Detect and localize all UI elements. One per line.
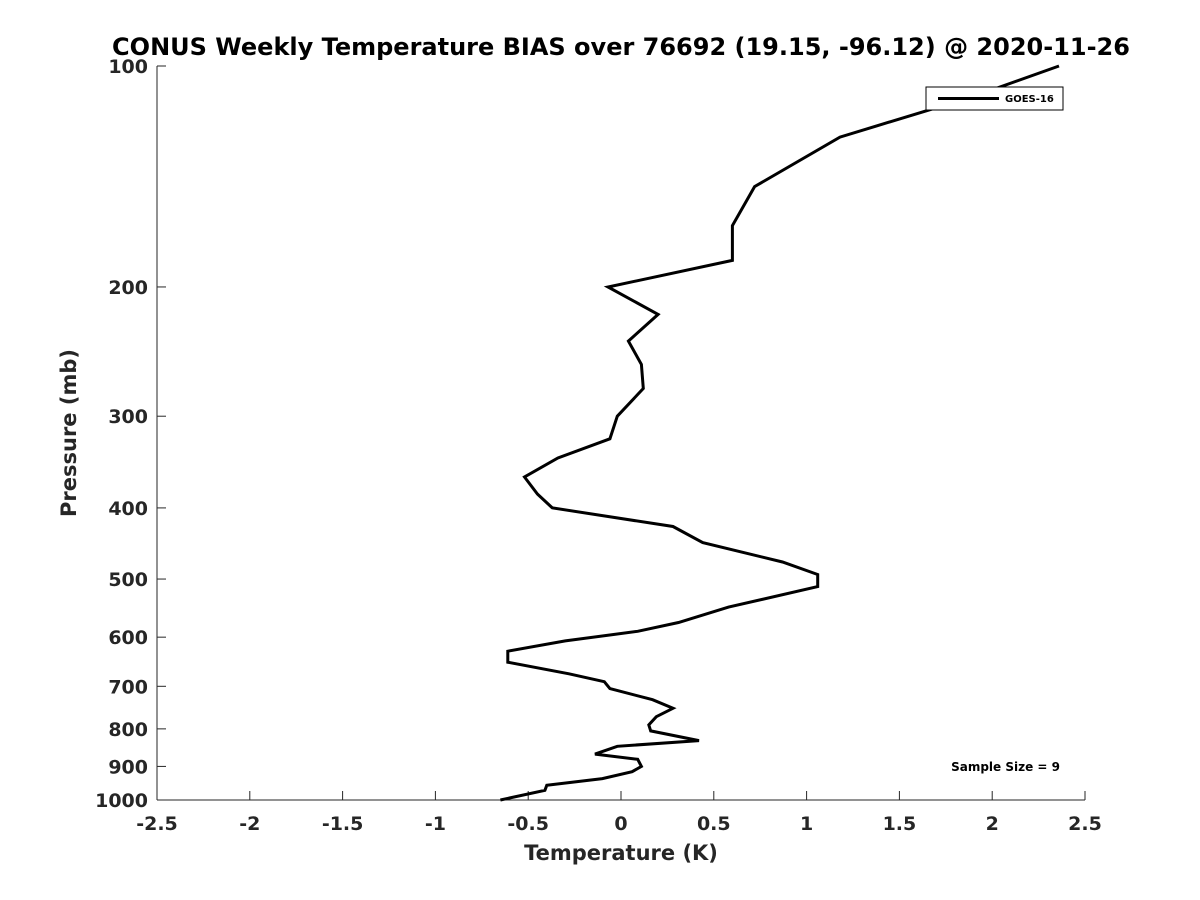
- y-tick-label: 900: [108, 756, 148, 778]
- y-axis-label: Pressure (mb): [57, 349, 81, 517]
- y-tick-label: 300: [108, 406, 148, 428]
- x-tick-label: -1: [425, 813, 446, 835]
- y-tick-label: 500: [108, 569, 148, 591]
- x-tick-label: 1.5: [883, 813, 917, 835]
- y-tick-label: 200: [108, 277, 148, 299]
- series-lines: [500, 64, 1060, 802]
- x-tick-label: 1: [800, 813, 813, 835]
- y-tick-label: 600: [108, 627, 148, 649]
- series-line-goes-16: [500, 64, 1060, 802]
- legend: GOES-16: [925, 86, 1064, 111]
- chart-title: CONUS Weekly Temperature BIAS over 76692…: [112, 33, 1130, 61]
- x-tick-label: -2: [239, 813, 260, 835]
- legend-label-goes-16: GOES-16: [1005, 94, 1054, 105]
- sample-size-annotation: Sample Size = 9: [951, 760, 1060, 774]
- x-axis-ticks: -2.5 -2 -1.5 -1 -0.5 0 0.5 1 1.5 2 2.5: [136, 791, 1102, 835]
- y-tick-label: 800: [108, 719, 148, 741]
- x-tick-label: -1.5: [322, 813, 364, 835]
- y-tick-label: 1000: [95, 790, 148, 812]
- x-tick-label: 2: [986, 813, 999, 835]
- x-tick-label: -0.5: [507, 813, 549, 835]
- y-tick-label: 400: [108, 498, 148, 520]
- x-tick-label: 0: [614, 813, 627, 835]
- x-axis-label: Temperature (K): [524, 841, 718, 865]
- x-tick-label: 2.5: [1068, 813, 1102, 835]
- y-tick-label: 700: [108, 676, 148, 698]
- x-tick-label: 0.5: [697, 813, 731, 835]
- y-axis-ticks: 100 200 300 400 500 600 700 800 900 1000: [95, 56, 166, 812]
- y-tick-label: 100: [108, 56, 148, 78]
- x-tick-label: -2.5: [136, 813, 178, 835]
